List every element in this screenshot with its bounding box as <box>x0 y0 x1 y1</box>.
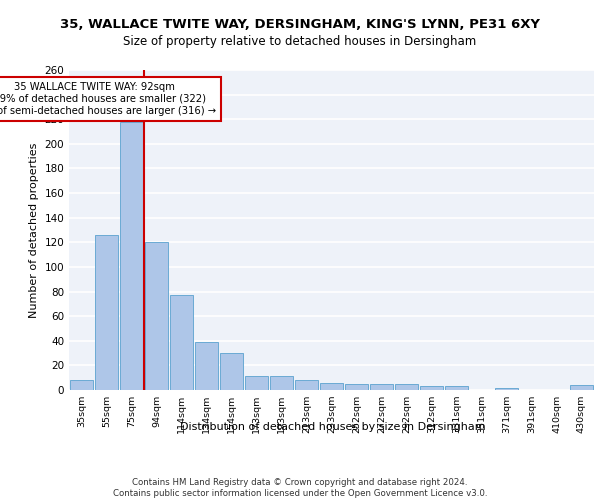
Bar <box>145 242 168 390</box>
Bar <box>170 295 193 390</box>
Bar <box>320 382 343 390</box>
Bar <box>420 386 443 390</box>
Bar <box>495 388 518 390</box>
Bar <box>570 385 593 390</box>
Bar <box>195 342 218 390</box>
Y-axis label: Number of detached properties: Number of detached properties <box>29 142 39 318</box>
Bar <box>120 122 143 390</box>
Bar <box>95 235 118 390</box>
Bar <box>295 380 318 390</box>
Bar <box>395 384 418 390</box>
Bar <box>345 384 368 390</box>
Bar <box>270 376 293 390</box>
Text: Size of property relative to detached houses in Dersingham: Size of property relative to detached ho… <box>124 35 476 48</box>
Text: Contains HM Land Registry data © Crown copyright and database right 2024.
Contai: Contains HM Land Registry data © Crown c… <box>113 478 487 498</box>
Text: 35, WALLACE TWITE WAY, DERSINGHAM, KING'S LYNN, PE31 6XY: 35, WALLACE TWITE WAY, DERSINGHAM, KING'… <box>60 18 540 30</box>
Bar <box>220 353 243 390</box>
Bar <box>245 376 268 390</box>
Bar <box>70 380 93 390</box>
Text: Distribution of detached houses by size in Dersingham: Distribution of detached houses by size … <box>180 422 486 432</box>
Text: 35 WALLACE TWITE WAY: 92sqm
← 49% of detached houses are smaller (322)
49% of se: 35 WALLACE TWITE WAY: 92sqm ← 49% of det… <box>0 82 216 116</box>
Bar <box>445 386 468 390</box>
Bar <box>370 384 393 390</box>
